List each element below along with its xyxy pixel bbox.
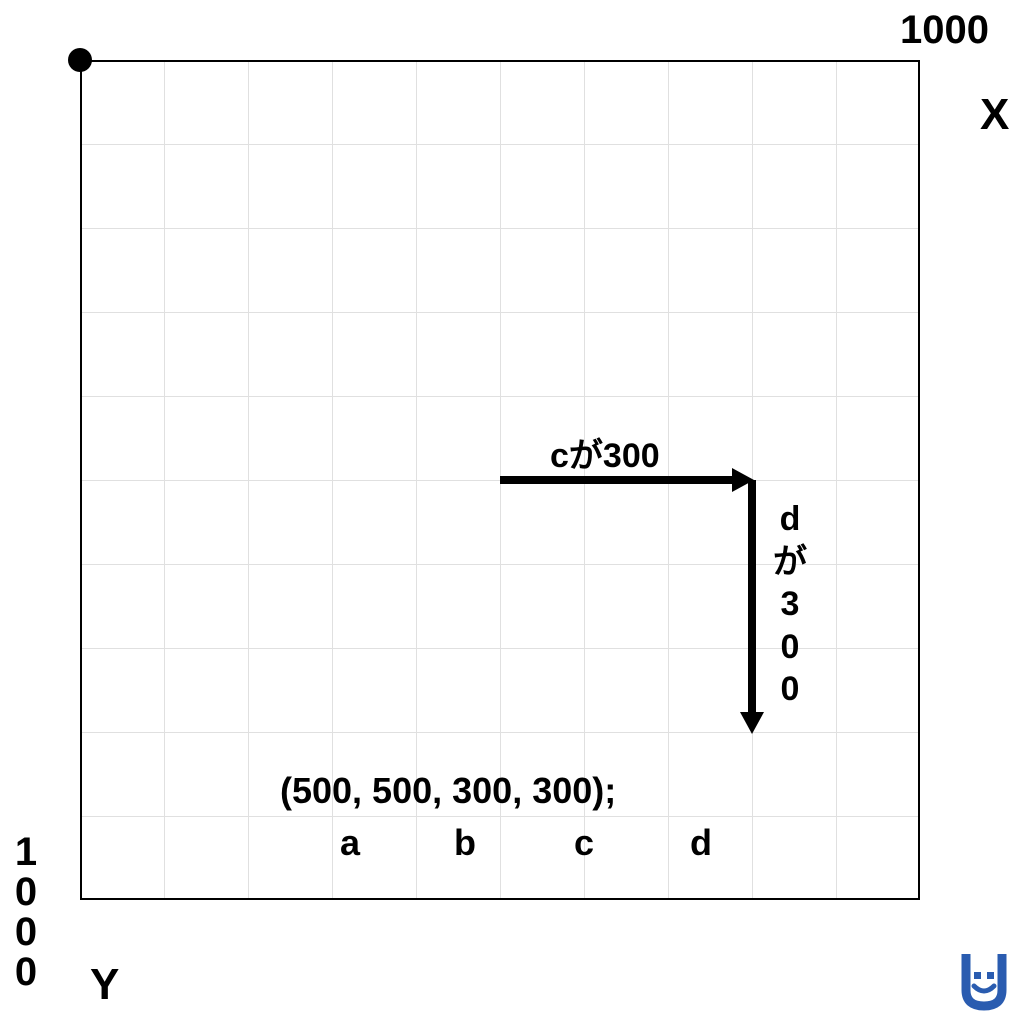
y-max-3: 0 [12,912,40,952]
arrow-vertical [748,480,756,714]
arrow-horizontal-label: cが300 [550,428,660,477]
x-axis-top [80,60,920,62]
code-line: (500, 500, 300, 300); [280,770,616,812]
y-max-2: 0 [12,872,40,912]
y-max-1: 1 [12,832,40,872]
vlabel-0a: 0 [770,626,810,669]
y-axis-name: Y [90,960,119,1010]
x-max-label: 1000 [900,8,989,53]
logo-icon [960,950,1012,1017]
vlabel-3: 3 [770,583,810,626]
param-b: b [454,822,476,864]
param-c: c [574,822,594,864]
diagram-canvas: 1000 X 1 0 0 0 Y cが300 d が 3 0 0 (500, 5… [0,0,1024,1024]
vlabel-0b: 0 [770,668,810,711]
vlabel-ga: が [770,541,810,584]
arrow-vertical-head [740,712,764,734]
x-axis-bottom [80,898,920,900]
x-axis-name: X [980,90,1009,140]
y-max-4: 0 [12,952,40,992]
vlabel-d: d [770,498,810,541]
y-axis-right [918,60,920,900]
arrow-vertical-label: d が 3 0 0 [770,498,810,711]
y-axis-left [80,60,82,900]
param-d: d [690,822,712,864]
y-max-label: 1 0 0 0 [12,832,40,992]
param-a: a [340,822,360,864]
origin-dot [68,48,92,72]
arrow-horizontal [500,476,734,484]
